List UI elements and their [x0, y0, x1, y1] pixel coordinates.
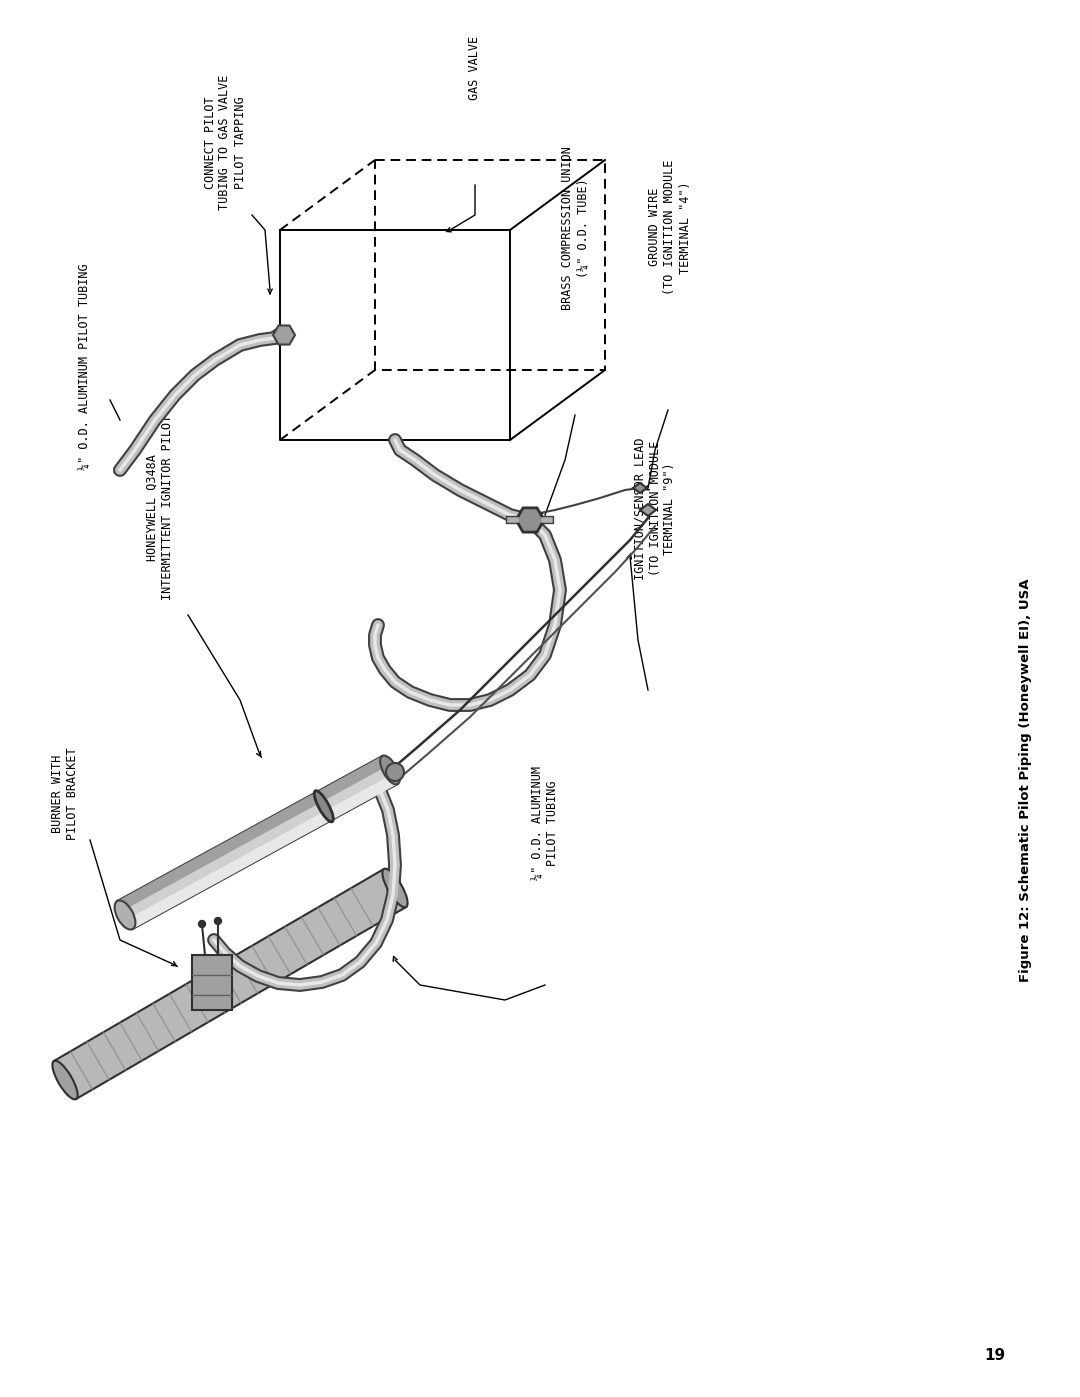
Circle shape — [215, 918, 221, 925]
Ellipse shape — [386, 763, 404, 781]
Text: GAS VALVE: GAS VALVE — [469, 36, 482, 101]
Text: ¼" O.D. ALUMINUM PILOT TUBING: ¼" O.D. ALUMINUM PILOT TUBING — [79, 264, 92, 469]
Polygon shape — [118, 756, 397, 929]
Text: HONEYWELL Q348A
INTERMITTENT IGNITOR PILOT: HONEYWELL Q348A INTERMITTENT IGNITOR PIL… — [146, 415, 174, 599]
Ellipse shape — [114, 901, 135, 929]
Ellipse shape — [314, 791, 334, 821]
Ellipse shape — [53, 1060, 78, 1099]
Text: BURNER WITH
PILOT BRACKET: BURNER WITH PILOT BRACKET — [51, 747, 79, 840]
Circle shape — [199, 921, 205, 928]
Text: GROUND WIRE
(TO IGNITION MODULE
TERMINAL "4"): GROUND WIRE (TO IGNITION MODULE TERMINAL… — [648, 159, 691, 295]
Polygon shape — [633, 483, 647, 493]
Text: Figure 12: Schematic Pilot Piping (Honeywell EI), USA: Figure 12: Schematic Pilot Piping (Honey… — [1018, 578, 1031, 982]
Text: ¼" O.D. ALUMINUM
PILOT TUBING: ¼" O.D. ALUMINUM PILOT TUBING — [531, 766, 559, 880]
Polygon shape — [640, 504, 656, 515]
Ellipse shape — [382, 869, 407, 907]
Ellipse shape — [380, 756, 400, 785]
Polygon shape — [118, 756, 388, 911]
Text: IGNITION/SENSOR LEAD
(TO IGNITION MODULE
TERMINAL "9"): IGNITION/SENSOR LEAD (TO IGNITION MODULE… — [634, 437, 676, 580]
Text: 19: 19 — [985, 1348, 1005, 1362]
FancyBboxPatch shape — [192, 956, 232, 1010]
Text: CONNECT PILOT
TUBING TO GAS VALVE
PILOT TAPPING: CONNECT PILOT TUBING TO GAS VALVE PILOT … — [203, 74, 246, 210]
Polygon shape — [54, 869, 406, 1099]
Text: BRASS COMPRESSION UNION
(¼" O.D. TUBE): BRASS COMPRESSION UNION (¼" O.D. TUBE) — [561, 147, 589, 310]
Polygon shape — [127, 774, 397, 929]
